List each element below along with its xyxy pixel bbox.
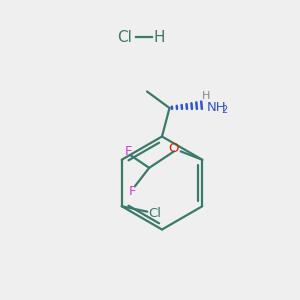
Text: H: H bbox=[153, 30, 165, 45]
Text: 2: 2 bbox=[221, 105, 228, 116]
Text: Cl: Cl bbox=[149, 207, 162, 220]
Text: O: O bbox=[169, 142, 179, 155]
Text: NH: NH bbox=[206, 101, 226, 114]
Text: H: H bbox=[202, 91, 211, 101]
Text: F: F bbox=[124, 145, 132, 158]
Text: Cl: Cl bbox=[117, 30, 132, 45]
Text: F: F bbox=[129, 185, 137, 198]
